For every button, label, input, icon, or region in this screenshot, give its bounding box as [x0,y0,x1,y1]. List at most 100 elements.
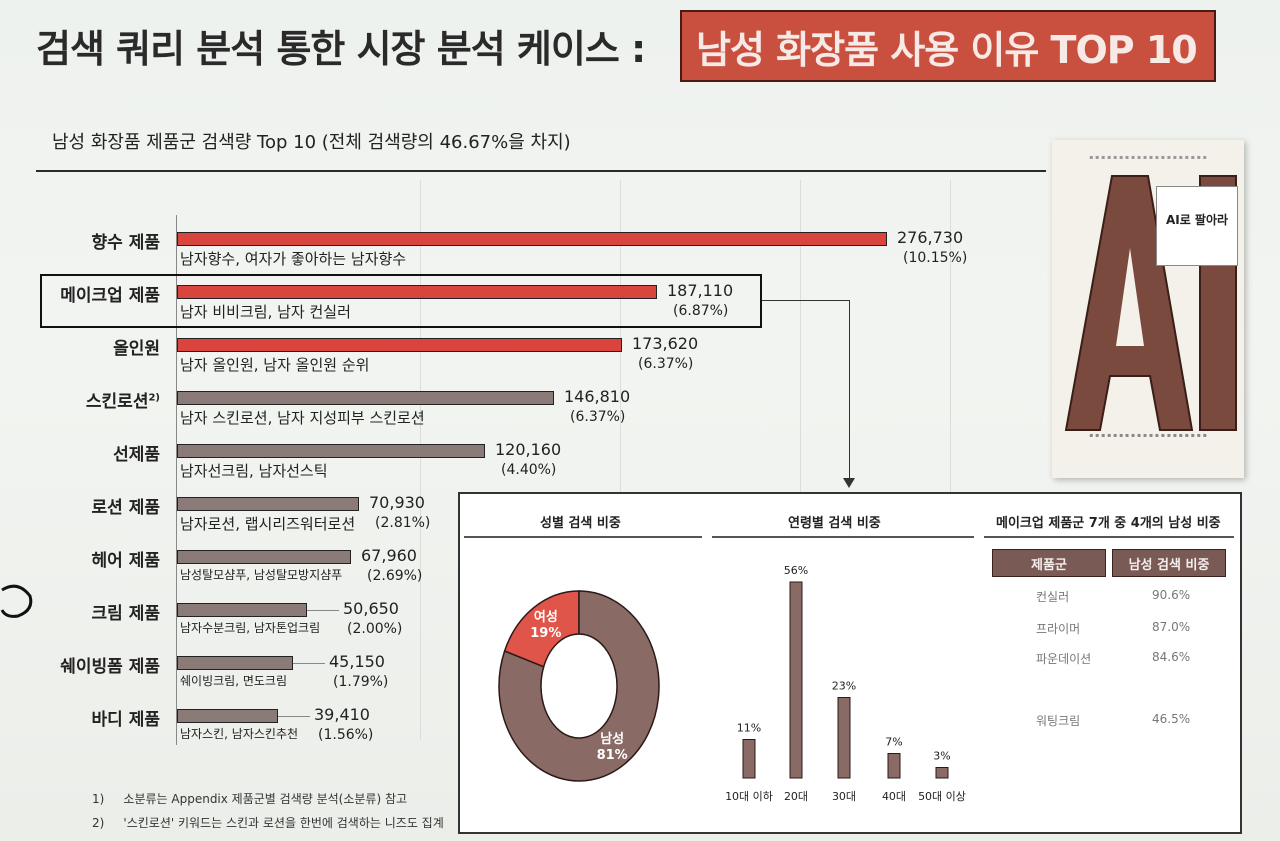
category-text: 올인원 [113,339,160,359]
category-text: 스킨로션 [85,392,149,412]
age-bar-category: 10대 이하 [725,789,773,803]
category-text: 쉐이빙폼 제품 [60,657,160,677]
subkeyword-label: 남자로션, 랩시리즈워터로션 [180,515,356,533]
share-label: (4.40%) [501,462,557,478]
category-text: 향수 제품 [91,233,160,253]
table-cell-category: 파운데이션 [1036,652,1092,666]
share-label: (6.37%) [570,409,626,425]
value-label: 146,810 [564,387,631,406]
subkeyword-label: 남자향수, 여자가 좋아하는 남자향수 [180,250,407,268]
donut-slice-value: 19% [530,626,561,641]
bar [177,232,887,246]
bar [177,285,657,299]
gridline-2 [800,180,801,740]
category-label: 선제품 [113,440,160,465]
gender-chart-title: 성별 검색 비중 [540,516,621,531]
value-label: 67,960 [361,546,417,565]
category-label: 메이크업 제품 [60,281,160,306]
footnote-1: 1) 소분류는 Appendix 제품군별 검색량 분석(소분류) 참고 [92,790,407,807]
value-label: 45,150 [329,652,385,671]
age-bar-value: 23% [832,680,856,693]
share-label: (2.81%) [375,515,431,531]
subkeyword-label: 남자 비비크림, 남자 컨실러 [180,303,351,321]
category-label: 바디 제품 [92,705,160,730]
makeup-table-title: 메이크업 제품군 7개 중 4개의 남성 비중 [996,516,1221,531]
age-bar [887,753,901,779]
footnote-2-number: 2) [92,816,105,830]
bar [177,550,351,564]
bar [177,709,278,723]
category-label: 크림 제품 [92,599,160,624]
age-title-rule [712,536,974,538]
footnote-1-number: 1) [92,792,105,806]
bar-chart-title: 남성 화장품 제품군 검색량 Top 10 (전체 검색량의 46.67%을 차… [52,132,571,153]
makeup-title-rule [984,536,1234,538]
category-footnote-marker: 2) [148,392,160,404]
callout-arrow-horizontal [762,300,850,301]
footnote-2-text: '스킨로션' 키워드는 스킨과 로션을 한번에 검색하는 니즈도 집계 [123,816,444,830]
bar [177,391,554,405]
value-label: 276,730 [897,228,964,247]
category-label: 향수 제품 [92,228,160,253]
value-label: 50,650 [343,599,399,618]
slide-title-highlight: 남성 화장품 사용 이유 TOP 10 [680,10,1216,82]
table-cell-category: 프라이머 [1036,622,1081,636]
book-cover: ▪ ▪ ▪ ▪ ▪ ▪ ▪ ▪ ▪ ▪ ▪ ▪ ▪ ▪ ▪ ▪ ▪ ▪ ▪ ▪ … [1052,140,1244,478]
age-bar-category: 50대 이상 [918,790,966,803]
table-header-category-label: 제품군 [1031,557,1067,573]
category-label: 스킨로션2) [86,387,160,412]
book-label: AI로 팔아라 [1165,213,1229,227]
subkeyword-label: 남자스킨, 남자스킨추천 [180,727,299,741]
edge-decoration-icon [0,584,33,618]
value-label: 120,160 [495,440,562,459]
footnote-1-text: 소분류는 Appendix 제품군별 검색량 분석(소분류) 참고 [123,792,408,806]
bar [177,603,307,617]
age-chart-title: 연령별 검색 비중 [788,516,881,531]
age-bar [837,697,851,779]
value-label: 173,620 [632,334,699,353]
slide-title: 검색 쿼리 분석 통한 시장 분석 케이스 : [36,27,646,71]
book-top-tagline-decoration: ▪ ▪ ▪ ▪ ▪ ▪ ▪ ▪ ▪ ▪ ▪ ▪ ▪ ▪ ▪ ▪ ▪ ▪ ▪ ▪ [1089,154,1207,161]
table-header-category: 제품군 [992,549,1106,577]
bar [177,497,359,511]
category-text: 바디 제품 [91,710,160,730]
value-label: 187,110 [667,281,734,300]
table-cell-category: 컨실러 [1036,590,1070,604]
callout-arrow-vertical [849,300,850,480]
age-bar [789,581,803,779]
gender-title-rule [464,536,702,538]
category-text: 선제품 [113,445,160,465]
age-bar-value: 11% [737,722,761,735]
subkeyword-label: 남자 올인원, 남자 올인원 순위 [180,356,370,374]
table-cell-male-share: 84.6% [1152,650,1191,664]
share-label: (2.00%) [347,621,403,637]
age-bar [935,767,949,779]
share-label: (6.87%) [673,303,729,319]
bar-connector [293,663,325,664]
bar-connector [278,716,310,717]
table-cell-category: 워팅크림 [1036,714,1081,728]
slide-title-highlight-text: 남성 화장품 사용 이유 TOP 10 [696,27,1198,72]
age-bar-value: 3% [933,750,950,763]
book-bottom-text-decoration: ▪ ▪ ▪ ▪ ▪ ▪ ▪ ▪ ▪ ▪ ▪ ▪ ▪ ▪ ▪ ▪ ▪ ▪ ▪ ▪ [1089,432,1207,439]
book-label-box: AI로 팔아라 [1156,186,1238,266]
donut-slice-name: 남성 [600,731,624,747]
table-header-male-share: 남성 검색 비중 [1112,549,1226,577]
gridline-1 [620,180,621,740]
age-bar [742,739,756,779]
bar [177,656,293,670]
age-bar-category: 30대 [832,790,856,803]
gridline-0 [420,180,421,740]
title-divider [36,170,1046,172]
category-label: 쉐이빙폼 제품 [60,652,160,677]
donut-slice-value: 81% [597,748,628,763]
subkeyword-label: 쉐이빙크림, 면도크림 [180,674,287,688]
bar [177,444,485,458]
category-label: 헤어 제품 [92,546,160,571]
category-text: 로션 제품 [91,498,160,518]
share-label: (2.69%) [367,568,423,584]
age-bar-category: 20대 [784,790,808,803]
category-text: 헤어 제품 [91,551,160,571]
category-label: 올인원 [113,334,160,359]
